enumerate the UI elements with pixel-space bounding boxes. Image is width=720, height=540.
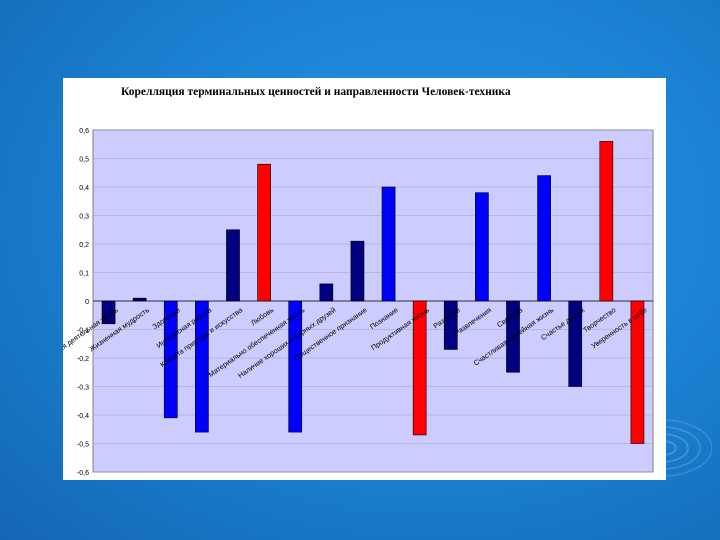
chart-title: Корелляция терминальных ценностей и напр… <box>121 86 511 98</box>
y-tick-label: -0,1 <box>77 328 89 335</box>
y-tick-label: 0,1 <box>79 271 89 278</box>
bar <box>101 300 116 325</box>
bar <box>163 300 178 419</box>
bar <box>132 297 147 302</box>
bar <box>568 300 583 387</box>
y-tick-label: -0,3 <box>77 385 89 392</box>
bar <box>226 229 240 302</box>
y-tick-label: 0,2 <box>79 242 89 249</box>
y-tick-label: 0,3 <box>79 214 89 221</box>
bar <box>257 163 271 302</box>
bar <box>537 175 551 302</box>
bar <box>630 300 645 444</box>
y-tick-label: -0,5 <box>77 442 89 449</box>
bar <box>599 141 614 302</box>
bar <box>475 192 489 302</box>
bar <box>195 300 209 433</box>
bar <box>288 300 303 433</box>
chart-frame: Корелляция терминальных ценностей и напр… <box>63 78 666 480</box>
bar-chart: 0,6 0,5 0,4 0,3 0,2 0,1 0 -0,1 -0,2 -0,3 -0,4 -0,5 -… <box>63 128 654 477</box>
y-tick-label: 0,6 <box>79 128 89 135</box>
bar <box>319 283 334 302</box>
bar <box>443 300 458 350</box>
bar <box>350 240 365 302</box>
y-tick-label: 0,4 <box>79 185 89 192</box>
bar <box>412 300 427 436</box>
y-tick-label: -0,2 <box>77 356 89 363</box>
y-tick-label: -0,6 <box>77 470 89 477</box>
y-tick-label: 0 <box>85 299 89 306</box>
y-tick-label: 0,5 <box>79 157 89 164</box>
bar <box>381 186 396 302</box>
y-tick-label: -0,4 <box>77 413 89 420</box>
bar <box>506 300 520 373</box>
